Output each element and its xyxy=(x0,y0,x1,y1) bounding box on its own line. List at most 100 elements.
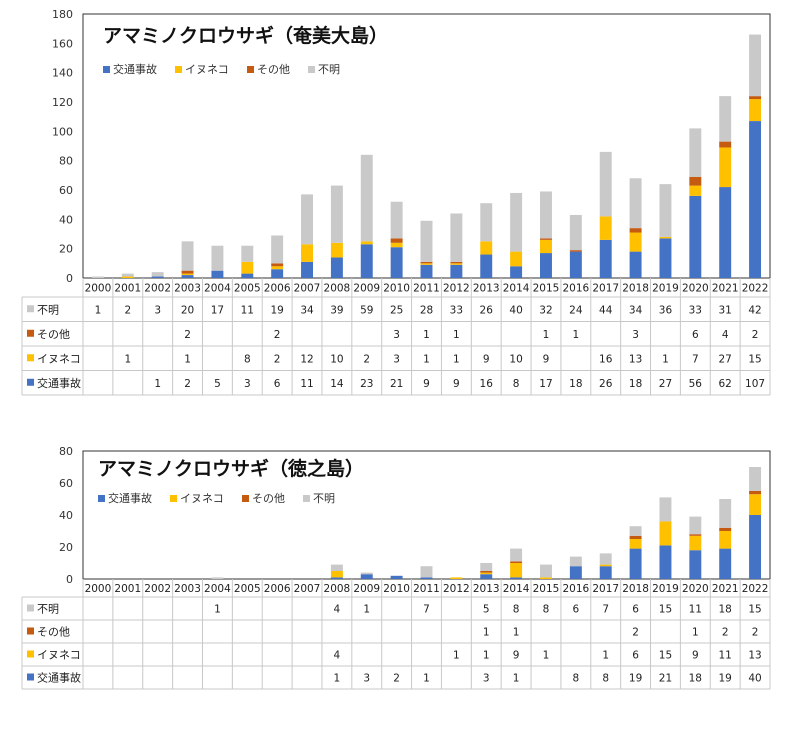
table-cell: 4 xyxy=(722,329,729,341)
bar-segment xyxy=(689,195,702,278)
table-row-label: その他 xyxy=(37,626,70,639)
bar-segment xyxy=(360,572,373,575)
table-cell: 1 xyxy=(543,329,550,341)
y-tick-label: 80 xyxy=(59,155,73,168)
x-tick-label: 2006 xyxy=(264,283,291,295)
y-tick-label: 100 xyxy=(52,125,73,138)
bar-segment xyxy=(659,184,672,237)
legend-swatch xyxy=(98,495,105,502)
table-cell: 1 xyxy=(453,650,460,662)
bar-segment xyxy=(420,264,433,278)
x-tick-label: 2005 xyxy=(234,583,261,595)
x-tick-label: 2007 xyxy=(294,583,321,595)
bar-segment xyxy=(540,577,552,579)
bar-segment xyxy=(599,216,612,240)
x-tick-label: 2016 xyxy=(562,283,589,295)
table-cell: 12 xyxy=(300,353,313,365)
table-cell: 6 xyxy=(632,604,639,616)
bar-segment xyxy=(719,147,732,188)
bar-segment xyxy=(480,203,493,242)
bar-segment xyxy=(540,564,552,578)
table-cell: 1 xyxy=(662,353,669,365)
bar-segment xyxy=(749,96,762,100)
x-tick-label: 2007 xyxy=(294,283,321,295)
bar-segment xyxy=(121,276,134,278)
chart-title: アマミノクロウサギ（徳之島） xyxy=(98,457,364,480)
table-cell: 25 xyxy=(390,304,403,316)
bar-segment xyxy=(569,251,582,278)
bar-segment xyxy=(749,99,762,122)
table-cell: 9 xyxy=(513,650,520,662)
bar-segment xyxy=(659,521,672,546)
bar-segment xyxy=(211,245,224,271)
bar-segment xyxy=(181,275,194,278)
x-tick-label: 2015 xyxy=(533,283,560,295)
x-tick-label: 2014 xyxy=(503,283,530,295)
table-cell: 3 xyxy=(393,329,400,341)
bar-segment xyxy=(569,556,582,567)
table-cell: 24 xyxy=(569,304,583,316)
table-cell: 11 xyxy=(689,604,702,616)
bar-segment xyxy=(330,242,343,258)
table-cell: 34 xyxy=(629,304,643,316)
table-cell: 20 xyxy=(181,304,194,316)
table-cell: 2 xyxy=(722,627,729,639)
bar-segment xyxy=(360,154,373,242)
bar-segment xyxy=(450,264,463,278)
bar-segment xyxy=(330,571,343,578)
bar-segment xyxy=(241,261,254,274)
table-cell: 15 xyxy=(659,604,672,616)
table-cell: 1 xyxy=(154,378,161,390)
bar-segment xyxy=(659,238,672,278)
table-cell: 3 xyxy=(244,378,251,390)
table-cell: 1 xyxy=(483,650,490,662)
table-cell: 40 xyxy=(509,304,522,316)
table-row-label: イヌネコ xyxy=(37,649,81,662)
table-cell: 11 xyxy=(241,304,254,316)
bar-segment xyxy=(450,577,463,579)
x-tick-label: 2013 xyxy=(473,283,500,295)
legend-swatch xyxy=(247,66,254,73)
y-tick-label: 160 xyxy=(52,37,73,50)
table-cell: 1 xyxy=(453,353,460,365)
bar-segment xyxy=(211,270,224,278)
x-tick-label: 2017 xyxy=(592,583,619,595)
legend-label: 交通事故 xyxy=(108,491,152,505)
table-cell: 9 xyxy=(483,353,490,365)
table-cell: 62 xyxy=(719,378,732,390)
table-cell: 13 xyxy=(748,650,761,662)
y-tick-label: 120 xyxy=(52,96,73,109)
legend-swatch xyxy=(242,495,249,502)
bar-segment xyxy=(390,242,403,248)
table-cell: 7 xyxy=(423,604,430,616)
x-tick-label: 2004 xyxy=(204,583,231,595)
bar-segment xyxy=(330,257,343,278)
bar-segment xyxy=(599,239,612,278)
table-cell: 21 xyxy=(390,378,403,390)
table-cell: 8 xyxy=(513,604,520,616)
x-tick-label: 2020 xyxy=(682,283,709,295)
x-tick-label: 2018 xyxy=(622,583,649,595)
bar-segment xyxy=(271,235,284,264)
bar-segment xyxy=(659,545,672,579)
bar-segment xyxy=(301,261,313,278)
bar-segment xyxy=(540,253,552,278)
x-tick-label: 2000 xyxy=(85,583,112,595)
legend-label: イヌネコ xyxy=(185,63,229,76)
legend-swatch xyxy=(308,66,315,73)
table-cell: 1 xyxy=(573,329,580,341)
bar-segment xyxy=(599,566,612,579)
legend-label: その他 xyxy=(257,63,290,76)
table-cell: 4 xyxy=(334,650,341,662)
bar-segment xyxy=(749,491,762,495)
y-tick-label: 140 xyxy=(52,67,73,80)
x-tick-label: 2008 xyxy=(324,583,351,595)
bar-segment xyxy=(360,241,373,245)
table-cell: 33 xyxy=(450,304,463,316)
table-cell: 28 xyxy=(420,304,433,316)
table-cell: 18 xyxy=(629,378,642,390)
x-tick-label: 2016 xyxy=(562,583,589,595)
table-cell: 59 xyxy=(360,304,373,316)
bar-segment xyxy=(540,238,552,240)
